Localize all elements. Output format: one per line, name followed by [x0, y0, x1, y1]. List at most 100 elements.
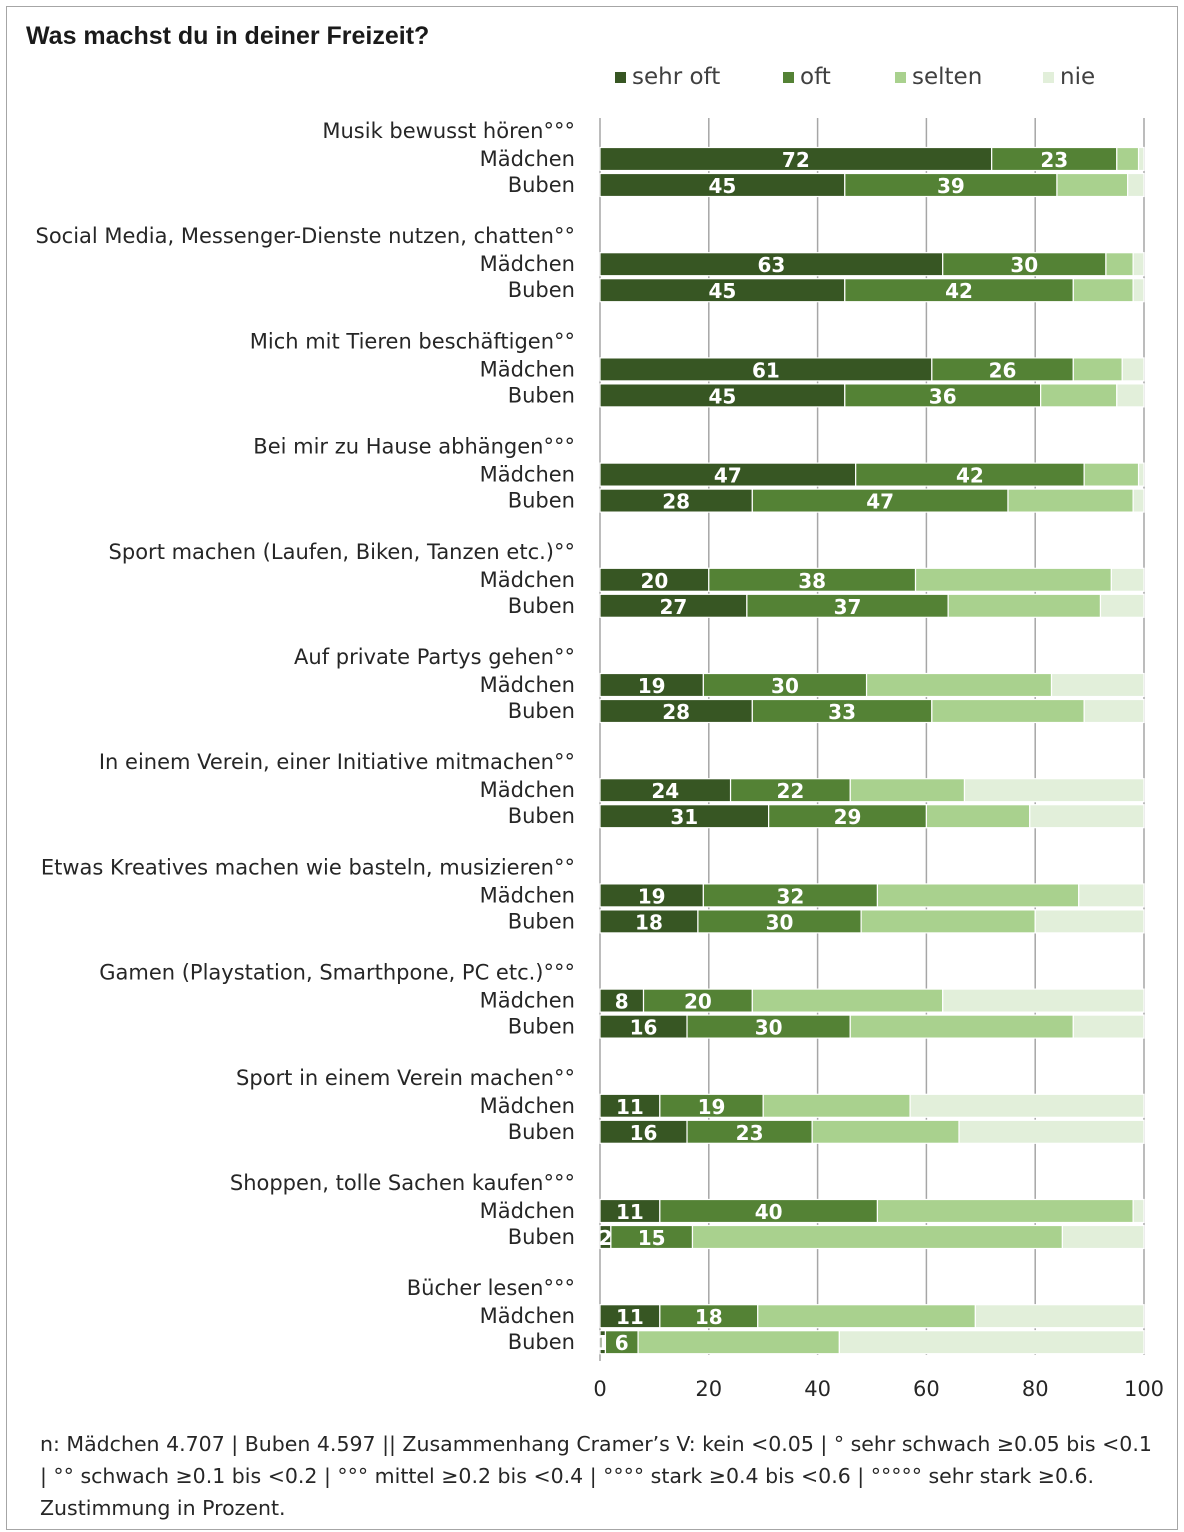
data-label: 28 [662, 490, 690, 514]
data-label: 16 [630, 1016, 658, 1040]
data-label: 11 [616, 1305, 644, 1329]
bar-segment [849, 778, 966, 803]
bar-segment [1050, 672, 1145, 698]
data-label: 16 [630, 1121, 658, 1145]
data-label: 45 [708, 384, 736, 408]
group-label: Buben [508, 383, 575, 407]
legend-swatch [895, 71, 906, 83]
bar-segment [849, 1014, 1074, 1039]
group-label: Buben [508, 278, 575, 302]
data-label: 6 [615, 1331, 629, 1355]
bar-segment [963, 778, 1145, 803]
bar-segment [876, 883, 1080, 908]
data-label: 19 [638, 674, 666, 698]
group-label: Mädchen [480, 147, 575, 171]
data-label: 36 [929, 384, 957, 408]
x-tick-label-0: 0 [593, 1377, 606, 1401]
footnote: n: Mädchen 4.707 | Buben 4.597 || Zusamm… [40, 1432, 1152, 1520]
data-label: 47 [866, 490, 894, 514]
data-label: 45 [708, 279, 736, 303]
data-label: 23 [736, 1121, 764, 1145]
data-label: 20 [684, 990, 712, 1014]
group-label: Mädchen [480, 1094, 575, 1118]
group-label: Mädchen [480, 357, 575, 381]
bar-segment [1121, 357, 1145, 382]
group-label: Mädchen [480, 989, 575, 1013]
bar-segment [1132, 252, 1145, 277]
bar-segment [876, 1198, 1134, 1224]
bar-segment [838, 1330, 1145, 1355]
x-tick-label-20: 20 [695, 1377, 722, 1401]
data-label: 30 [755, 1016, 783, 1040]
category-label: Shoppen, tolle Sachen kaufen°°° [230, 1171, 575, 1195]
group-label: Buben [508, 909, 575, 933]
bar-segment [1056, 172, 1129, 198]
category-label: Social Media, Messenger-Dienste nutzen, … [35, 224, 575, 248]
bar-segment [691, 1224, 1063, 1250]
legend-label: sehr oft [632, 64, 721, 90]
data-label: 39 [937, 174, 965, 198]
category-label: Gamen (Playstation, Smarthpone, PC etc.)… [99, 961, 575, 985]
data-label: 23 [1040, 148, 1068, 172]
bar-segment [1061, 1224, 1145, 1250]
bar-segment [811, 1119, 960, 1144]
bar-segment [637, 1330, 840, 1355]
bar-segment [1110, 567, 1145, 592]
bar-segment [974, 1304, 1145, 1329]
data-label: 30 [1010, 253, 1038, 277]
category-label: Mich mit Tieren beschäftigen°° [250, 329, 575, 353]
category-label: Auf private Partys gehen°° [294, 645, 575, 669]
data-label: 32 [776, 884, 804, 908]
data-label: 31 [670, 805, 698, 829]
bar-segment [958, 1119, 1145, 1144]
group-label: Buben [508, 804, 575, 828]
bar-segment [757, 1304, 976, 1329]
bar-segment [1083, 698, 1145, 724]
data-label: 30 [766, 910, 794, 934]
group-label: Buben [508, 699, 575, 723]
group-label: Buben [508, 1225, 575, 1249]
legend-item: selten [895, 62, 982, 92]
bar-segment [762, 1093, 911, 1118]
data-label: 27 [660, 595, 688, 619]
bar-segment [1034, 909, 1145, 934]
category-label: Musik bewusst hören°°° [322, 119, 575, 143]
bar-segment [909, 1093, 1145, 1118]
bar-segment [947, 593, 1102, 618]
data-label: 22 [776, 779, 804, 803]
bar-segment [1132, 1198, 1145, 1224]
group-label: Buben [508, 1330, 575, 1354]
category-label: Bücher lesen°°° [407, 1276, 575, 1300]
bar-segment [1072, 278, 1134, 303]
group-label: Mädchen [480, 463, 575, 487]
chart-frame [6, 6, 1178, 1530]
data-label: 72 [782, 148, 810, 172]
bar-segment [1040, 383, 1118, 408]
bar-segment [1007, 488, 1134, 513]
group-label: Mädchen [480, 1199, 575, 1223]
legend-swatch [1043, 71, 1054, 83]
x-tick-label-40: 40 [804, 1377, 831, 1401]
bar-segment [1029, 804, 1145, 829]
bar-segment [1137, 146, 1145, 172]
data-label: 2 [598, 1226, 612, 1250]
bar-segment [1132, 278, 1145, 303]
bar-segment [1116, 146, 1140, 172]
data-label: 20 [640, 569, 668, 593]
data-label: 18 [635, 910, 663, 934]
category-label: Sport machen (Laufen, Biken, Tanzen etc.… [109, 540, 575, 564]
category-label: In einem Verein, einer Initiative mitmac… [99, 750, 575, 774]
data-label: 37 [834, 595, 862, 619]
category-label: Sport in einem Verein machen°° [236, 1066, 575, 1090]
data-label: 33 [828, 700, 856, 724]
group-label: Mädchen [480, 1304, 575, 1328]
legend: sehr oft oft selten nie [615, 62, 1175, 92]
bar-segment [931, 698, 1085, 724]
data-label: 42 [956, 464, 984, 488]
bar-segment [865, 672, 1053, 698]
group-label: Buben [508, 1120, 575, 1144]
data-label: 11 [616, 1200, 644, 1224]
group-label: Buben [508, 594, 575, 618]
bar-segment [1083, 462, 1140, 487]
bar-segment [1099, 593, 1145, 618]
